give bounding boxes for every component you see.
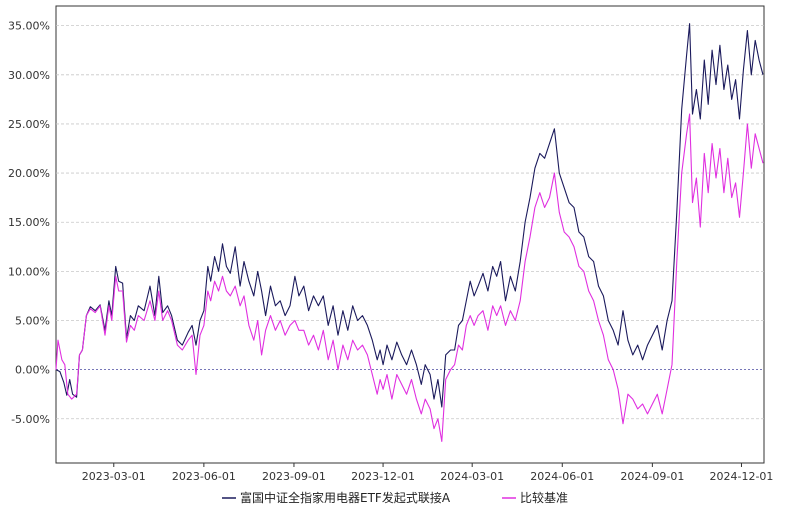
x-tick-label: 2024-09-01 — [620, 470, 684, 483]
y-axis-ticks: -5.00% 0.00% 5.00% 10.00% 15.00% 20.00% 25.00%… — [8, 20, 50, 426]
y-tick-label: 20.00% — [8, 167, 50, 180]
series-lines — [55, 23, 764, 442]
plot-frame — [55, 5, 765, 464]
x-tick-label: 2023-03-01 — [82, 470, 146, 483]
y-tick-label: -5.00% — [11, 413, 50, 426]
series-line-benchmark — [55, 113, 764, 442]
x-axis-ticks: 2023-03-01 2023-06-01 2023-09-01 2023-12-01… — [82, 463, 774, 483]
x-tick-label: 2024-03-01 — [440, 470, 504, 483]
grid-lines — [56, 25, 764, 420]
x-tick-label: 2024-12-01 — [710, 470, 774, 483]
y-tick-label: 10.00% — [8, 265, 50, 278]
y-tick-label: 15.00% — [8, 216, 50, 229]
y-tick-label: 30.00% — [8, 69, 50, 82]
x-tick-label: 2023-12-01 — [351, 470, 415, 483]
legend: 富国中证全指家用电器ETF发起式联接A 比较基准 — [222, 490, 568, 505]
x-tick-label: 2024-06-01 — [530, 470, 594, 483]
y-tick-label: 35.00% — [8, 20, 50, 33]
y-tick-label: 25.00% — [8, 118, 50, 131]
legend-label-benchmark: 比较基准 — [520, 490, 568, 505]
y-tick-label: 0.00% — [15, 364, 50, 377]
legend-label-fund: 富国中证全指家用电器ETF发起式联接A — [240, 490, 451, 505]
x-tick-label: 2023-09-01 — [262, 470, 326, 483]
series-line-fund — [55, 23, 764, 408]
y-tick-label: 5.00% — [15, 314, 50, 327]
x-tick-label: 2023-06-01 — [172, 470, 236, 483]
